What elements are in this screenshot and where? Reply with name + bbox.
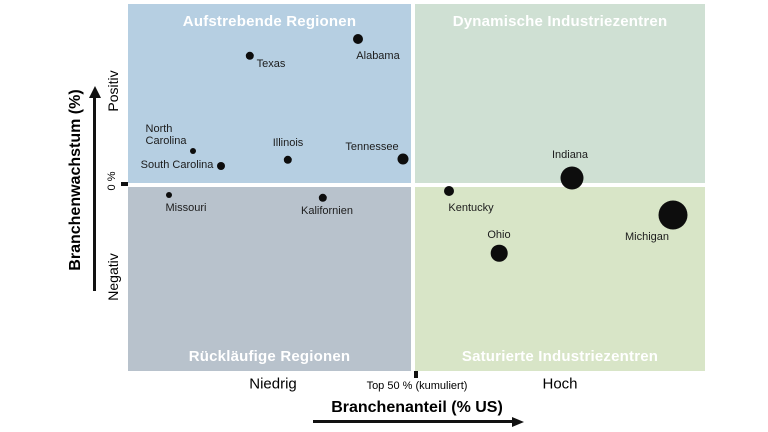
x-axis-arrow	[313, 420, 514, 423]
quadrant-title-declining-regions: Rückläufige Regionen	[188, 348, 351, 365]
x-tick-label-top50: Top 50 % (kumuliert)	[366, 380, 468, 392]
quadrant-title-saturated-industrial-centers: Saturierte Industriezentren	[461, 348, 659, 365]
quadrant-title-dynamic-industrial-centers: Dynamische Industriezentren	[452, 13, 668, 30]
quadrant-bottom-right: Saturierte Industriezentren	[415, 187, 705, 371]
quadrant-top-right: Dynamische Industriezentren	[415, 4, 705, 183]
quadrant-top-left: Aufstrebende Regionen	[128, 4, 411, 183]
y-tick-label-zero: 0 %	[106, 171, 118, 191]
plot-area: Aufstrebende Regionen Dynamische Industr…	[128, 4, 705, 371]
x-axis-title: Branchenanteil (% US)	[331, 399, 503, 416]
y-axis-arrow	[93, 97, 96, 291]
y-axis-title: Branchenwachstum (%)	[67, 89, 84, 271]
y-axis-arrowhead-icon	[88, 86, 101, 98]
y-tick-label-positive: Positiv	[105, 70, 121, 112]
x-axis-mid-tickmark	[414, 371, 418, 378]
quadrant-title-emerging-regions: Aufstrebende Regionen	[182, 13, 357, 30]
y-tick-label-negative: Negativ	[105, 253, 121, 301]
y-axis-zero-tickmark	[121, 182, 128, 186]
x-tick-label-low: Niedrig	[249, 375, 297, 393]
x-axis-arrowhead-icon	[512, 416, 524, 427]
x-tick-label-high: Hoch	[542, 375, 578, 393]
quadrant-bottom-left: Rückläufige Regionen	[128, 187, 411, 371]
